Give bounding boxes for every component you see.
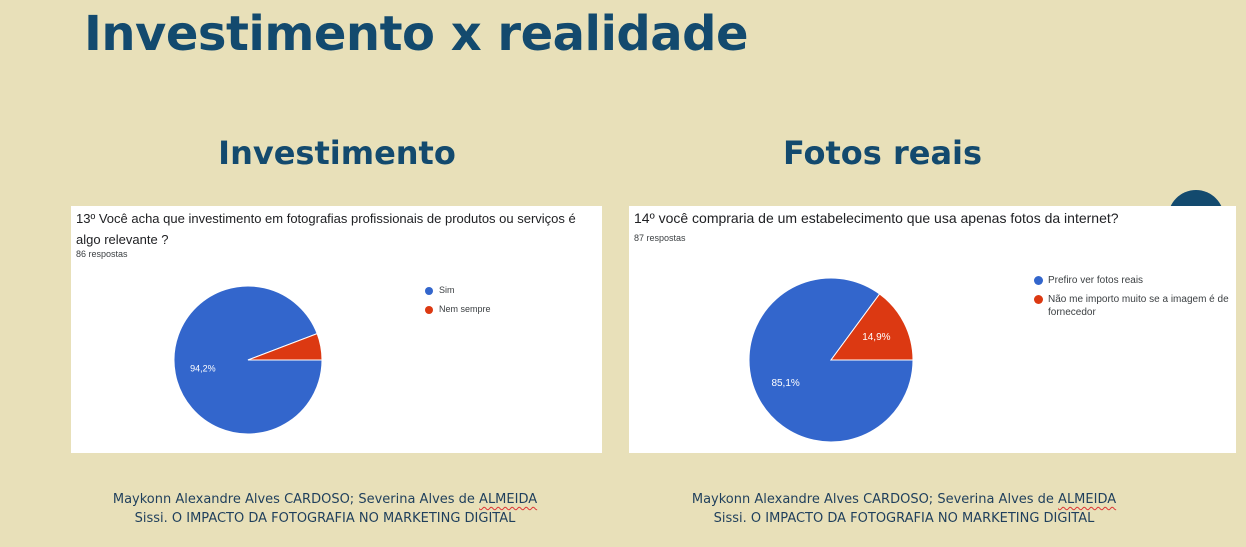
legend-swatch bbox=[425, 306, 433, 314]
citation-author-surname: ALMEIDA bbox=[1058, 492, 1117, 507]
citation-title: Sissi. O IMPACTO DA FOTOGRAFIA NO MARKET… bbox=[713, 511, 1095, 526]
response-count: 87 respostas bbox=[634, 233, 686, 243]
legend-swatch bbox=[1034, 276, 1043, 285]
legend-swatch bbox=[425, 287, 433, 295]
pie-data-label: 85,1% bbox=[771, 378, 799, 389]
legend-item: Prefiro ver fotos reais bbox=[1034, 274, 1234, 287]
legend-label: Nem sempre bbox=[439, 304, 491, 314]
legend-item: Nem sempre bbox=[425, 303, 595, 316]
chart-title: 13º Você acha que investimento em fotogr… bbox=[76, 211, 576, 247]
pie-slice-2 bbox=[830, 293, 914, 361]
chart-card-investimento: 13º Você acha que investimento em fotogr… bbox=[71, 206, 602, 453]
legend-label: Não me importo muito se a imagem é de fo… bbox=[1048, 294, 1229, 318]
section-title-investimento: Investimento bbox=[218, 134, 456, 172]
legend-item: Não me importo muito se a imagem é de fo… bbox=[1034, 293, 1234, 319]
legend-label: Prefiro ver fotos reais bbox=[1048, 275, 1144, 286]
chart-title: 14º você compraria de um estabelecimento… bbox=[634, 210, 1119, 226]
response-count: 86 respostas bbox=[76, 249, 128, 259]
slide-title: Investimento x realidade bbox=[84, 6, 749, 62]
pie-chart: 85,1% 14,9% bbox=[748, 277, 914, 443]
pie-data-label: 14,9% bbox=[862, 332, 890, 343]
pie-slice-1 bbox=[748, 277, 914, 443]
chart-legend: Prefiro ver fotos reais Não me importo mu… bbox=[1034, 274, 1234, 325]
citation-right: Maykonn Alexandre Alves CARDOSO; Severin… bbox=[628, 490, 1180, 528]
legend-item: Sim bbox=[425, 284, 595, 297]
legend-swatch bbox=[1034, 295, 1043, 304]
citation-title: Sissi. O IMPACTO DA FOTOGRAFIA NO MARKET… bbox=[134, 511, 516, 526]
citation-left: Maykonn Alexandre Alves CARDOSO; Severin… bbox=[50, 490, 600, 528]
citation-authors: Maykonn Alexandre Alves CARDOSO; Severin… bbox=[691, 492, 1059, 507]
citation-authors: Maykonn Alexandre Alves CARDOSO; Severin… bbox=[112, 492, 480, 507]
chart-legend: Sim Nem sempre bbox=[425, 284, 595, 322]
pie-chart: 94,2% bbox=[173, 285, 323, 435]
pie-data-label: 94,2% bbox=[190, 363, 216, 373]
section-title-fotos-reais: Fotos reais bbox=[782, 134, 983, 172]
chart-card-fotos-reais: 14º você compraria de um estabelecimento… bbox=[629, 206, 1236, 453]
pie-slice-2 bbox=[247, 332, 323, 361]
citation-author-surname: ALMEIDA bbox=[479, 492, 538, 507]
legend-label: Sim bbox=[439, 285, 455, 295]
